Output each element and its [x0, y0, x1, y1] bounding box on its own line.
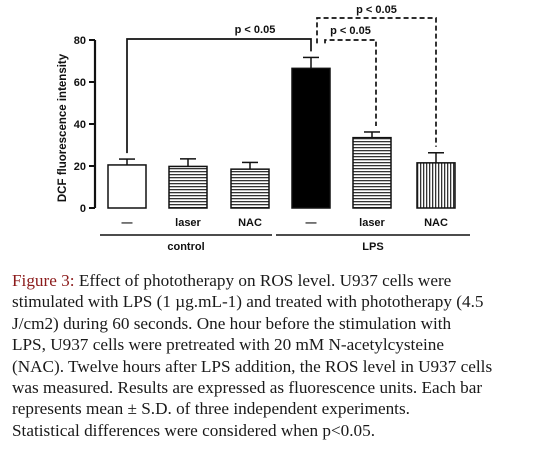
caption-line-7: represents mean ± S.D. of three independ…	[12, 399, 410, 419]
significance-bracket-3	[324, 39, 377, 126]
significance-label-1: p < 0.05	[235, 24, 276, 36]
bars	[107, 56, 456, 209]
x-tick-labels: — laser NAC — laser NAC	[122, 217, 448, 229]
bar-chart: DCF fluorescence intensity 0 20 40 60 80 p <…	[57, 4, 470, 253]
y-tick-label: 80	[74, 35, 86, 47]
y-tick-label: 60	[74, 77, 86, 89]
significance-bracket-2	[316, 17, 437, 147]
x-tick-label-1: —	[122, 217, 133, 229]
y-tick-label: 20	[74, 161, 86, 173]
bar-2	[168, 165, 208, 209]
caption-line-4: LPS, U937 cells were pretreated with 20 …	[12, 335, 444, 355]
significance-label-2: p < 0.05	[356, 4, 397, 16]
y-tick-label: 0	[80, 203, 86, 215]
x-tick-label-5: laser	[359, 217, 385, 229]
x-tick-label-2: laser	[175, 217, 201, 229]
y-tick-label: 40	[74, 119, 86, 131]
figure-caption: Figure 3: Effect of phototherapy on ROS …	[12, 270, 530, 441]
caption-line-3: J/cm2) during 60 seconds. One hour befor…	[12, 313, 452, 333]
x-tick-label-4: —	[306, 217, 317, 229]
figure-label: Figure 3:	[12, 271, 75, 290]
significance-annotations: p < 0.05 p < 0.05 p < 0.05	[126, 4, 437, 154]
caption-line-2: stimulated with LPS (1 µg.mL-1) and trea…	[12, 292, 484, 312]
bar-1	[107, 164, 147, 209]
group-labels: control LPS	[100, 234, 470, 253]
x-tick-label-6: NAC	[424, 217, 448, 229]
caption-line-5: (NAC). Twelve hours after LPS addition, …	[12, 356, 493, 376]
x-tick-label-3: NAC	[238, 217, 262, 229]
group-label-1: control	[167, 241, 204, 253]
bar-3	[230, 168, 270, 209]
caption-line-6: was measured. Results are expressed as f…	[12, 378, 483, 398]
group-label-2: LPS	[362, 241, 383, 253]
significance-label-3: p < 0.05	[330, 25, 371, 37]
caption-line-8: Statistical differences were considered …	[12, 420, 376, 440]
bar-6	[416, 162, 456, 209]
bar-4	[291, 67, 331, 209]
y-axis: 0 20 40 60 80	[74, 35, 97, 215]
bar-5	[352, 136, 392, 209]
significance-bracket-1	[126, 38, 312, 154]
caption-line-1: Effect of phototherapy on ROS level. U93…	[78, 271, 452, 290]
y-axis-label: DCF fluorescence intensity	[57, 53, 69, 202]
